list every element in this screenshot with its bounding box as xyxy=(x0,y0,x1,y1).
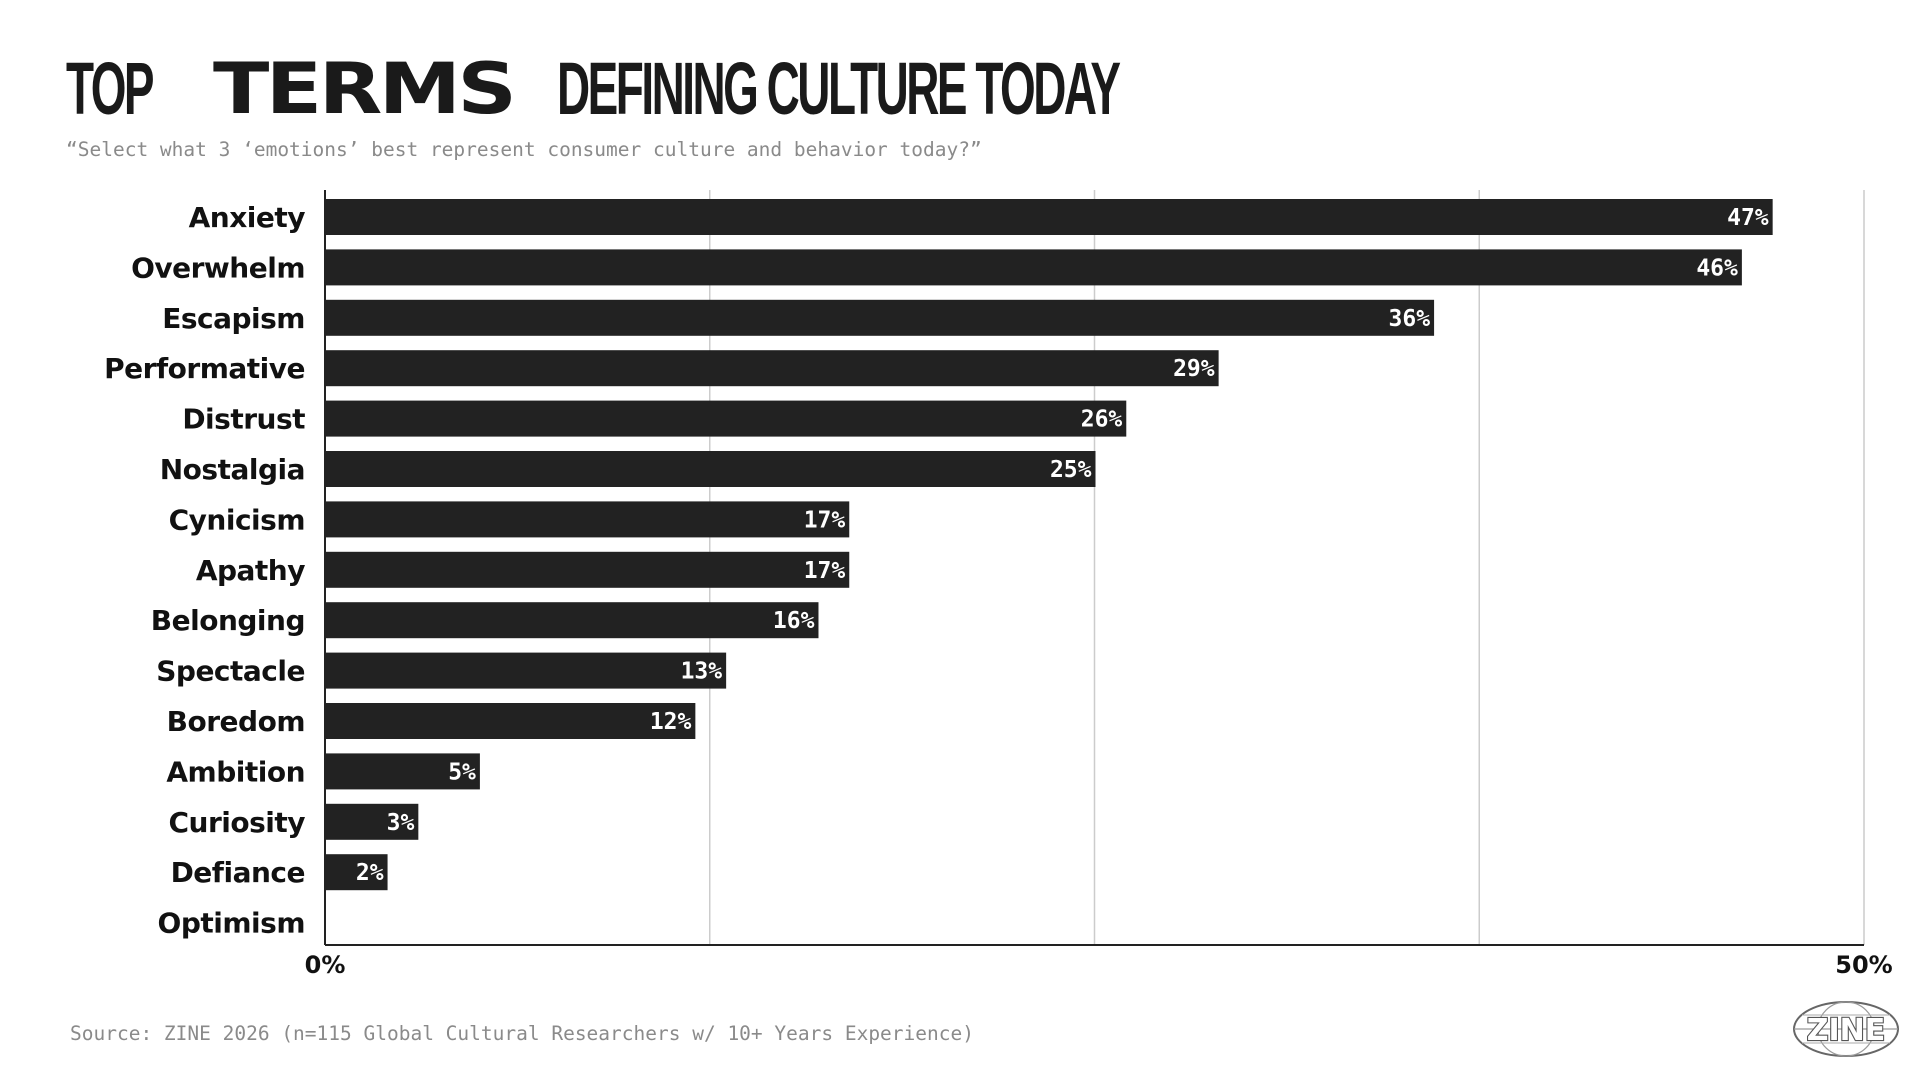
value-label: 36% xyxy=(1389,306,1431,332)
chart-subtitle: “Select what 3 ‘emotions’ best represent… xyxy=(66,138,982,161)
chart-title: TOP TERMS DEFINING CULTURE TODAY xyxy=(66,47,1463,130)
bar xyxy=(326,501,850,538)
category-label: Optimism xyxy=(158,907,305,940)
category-label: Nostalgia xyxy=(160,453,305,486)
category-label: Curiosity xyxy=(168,806,305,839)
category-label: Cynicism xyxy=(169,503,305,536)
value-label: 47% xyxy=(1727,205,1769,231)
value-label: 46% xyxy=(1696,255,1738,281)
category-label: Performative xyxy=(104,352,305,385)
value-label: 29% xyxy=(1173,356,1215,382)
value-label: 3% xyxy=(387,810,415,836)
category-label: Anxiety xyxy=(189,201,306,234)
category-label: Overwhelm xyxy=(131,251,305,284)
category-label: Defiance xyxy=(171,856,305,889)
title-word-top: TOP xyxy=(66,47,155,130)
value-label: 25% xyxy=(1050,457,1092,483)
category-label: Boredom xyxy=(167,705,305,738)
bar xyxy=(326,854,388,891)
source-note: Source: ZINE 2026 (n=115 Global Cultural… xyxy=(70,1022,974,1045)
bar xyxy=(326,753,480,790)
value-label: 17% xyxy=(804,507,846,533)
bar xyxy=(326,451,1096,487)
bar xyxy=(326,199,1773,235)
bar xyxy=(326,703,696,739)
value-label: 26% xyxy=(1081,407,1123,433)
value-label: 17% xyxy=(804,558,846,584)
value-label: 2% xyxy=(356,860,384,886)
category-label: Belonging xyxy=(151,604,305,637)
category-label: Apathy xyxy=(196,554,305,587)
bar xyxy=(326,350,1219,387)
title-phrase: DEFINING CULTURE TODAY xyxy=(557,47,1121,130)
value-label: 5% xyxy=(448,759,476,785)
bar-chart: Anxiety 47% Overwhelm 46% Escapism 36% Perform… xyxy=(104,190,1893,979)
logo-text: ZINE xyxy=(1807,1013,1886,1048)
category-label: Escapism xyxy=(162,302,305,335)
bar xyxy=(326,299,1435,336)
bar xyxy=(326,602,819,639)
value-label: 13% xyxy=(681,659,723,685)
bar xyxy=(326,551,850,588)
value-label: 16% xyxy=(773,608,815,634)
title-word-terms: TERMS xyxy=(212,48,517,130)
category-label: Distrust xyxy=(182,403,305,436)
x-tick-label: 0% xyxy=(305,951,346,979)
bar xyxy=(326,652,727,689)
category-label: Spectacle xyxy=(156,655,305,688)
category-label: Ambition xyxy=(166,755,305,788)
bar xyxy=(326,803,419,840)
bar xyxy=(326,249,1742,286)
zine-logo: ZINE xyxy=(1793,1001,1899,1057)
value-label: 12% xyxy=(650,709,692,735)
x-tick-label: 50% xyxy=(1835,951,1892,979)
bar xyxy=(326,400,1127,437)
